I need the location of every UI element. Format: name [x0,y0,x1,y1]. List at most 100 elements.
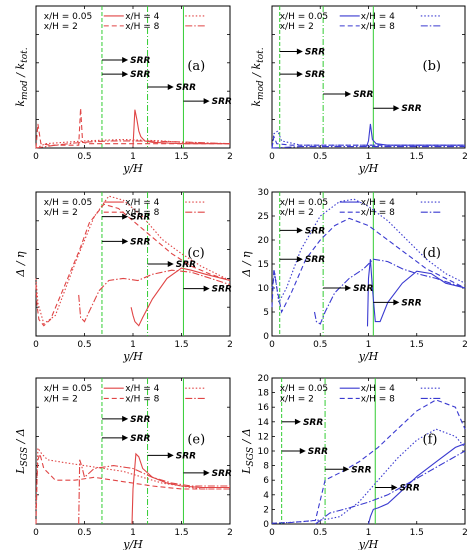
x-tick-label: 1 [366,528,372,538]
srr-arrow-head [296,227,303,234]
y-tick-label: 5 [263,308,269,318]
y-tick-label: 15 [258,260,269,270]
x-tick-label: 0.5 [77,340,91,350]
srr-arrow-head [393,299,400,306]
series-line [130,267,231,327]
x-tick-label: 1 [366,340,372,350]
srr-arrow-head [393,105,400,112]
srr-label: SRR [303,418,323,428]
srr-arrow-head [203,98,210,105]
y-label-part: L [14,466,27,474]
legend-entry: x/H = 8 [125,22,159,32]
y-label-subscript: SGS [20,447,30,467]
legend-entry: x/H = 4 [361,198,395,208]
x-tick-label: 2 [227,528,233,538]
x-tick-label: 0 [269,152,275,162]
y-label-part: Δ / η [240,251,253,278]
srr-label: SRR [212,285,232,295]
panel-label: (c) [187,246,204,261]
srr-label: SRR [305,226,325,236]
srr-label: SRR [305,47,325,57]
y-tick-label: 25 [258,212,269,222]
panel-label: (b) [423,59,441,74]
srr-arrow-head [345,285,352,291]
y-label-part: / Δ [14,428,27,447]
y-axis-label: Δ / η [240,251,253,278]
y-label-part: / k [250,63,263,81]
series-line [315,450,466,525]
y-label-subscript: tot. [20,47,30,63]
srr-label: SRR [130,70,150,80]
srr-arrow-head [345,91,352,98]
panel-label: (d) [423,246,441,261]
srr-arrow-head [122,71,129,78]
x-tick-label: 1.5 [174,528,188,538]
srr-arrow-head [167,261,174,267]
y-tick-label: 0 [263,520,269,530]
srr-label: SRR [130,434,150,444]
panel-label: (f) [423,433,438,448]
x-tick-label: 0 [33,152,39,162]
srr-label: SRR [176,260,196,270]
srr-arrow-head [294,418,301,425]
x-tick-label: 0.5 [77,528,91,538]
srr-arrow-head [296,71,303,78]
x-tick-label: 0.5 [77,152,91,162]
x-tick-label: 2 [227,152,233,162]
srr-arrow-head [122,56,129,63]
legend-entry: x/H = 4 [125,12,159,22]
srr-label: SRR [305,255,325,265]
series-line [35,108,230,149]
x-tick-label: 0.5 [313,528,327,538]
srr-label: SRR [353,284,373,294]
y-axis-label: kmod / ktot. [250,47,266,106]
legend-entry: x/H = 0.05 [44,198,92,208]
srr-arrow-head [203,285,210,292]
series-line [35,195,231,325]
srr-arrow-head [122,415,129,422]
series-line [78,269,231,323]
x-tick-label: 0 [33,340,39,350]
y-tick-label: 20 [258,374,270,384]
legend-entry: x/H = 2 [280,22,314,32]
srr-label: SRR [212,469,232,479]
y-label-part: k [250,100,263,107]
legend-entry: x/H = 8 [125,208,159,218]
y-label-part: L [240,466,253,474]
series-line [366,259,466,327]
x-tick-label: 2 [462,528,468,538]
srr-label: SRR [176,451,196,461]
legend-entry: x/H = 2 [44,394,78,404]
y-tick-label: 16 [258,403,270,413]
series-line [35,203,231,327]
y-tick-label: 6 [263,476,269,486]
x-tick-label: 0.5 [313,340,327,350]
y-label-part: Δ / η [14,251,27,278]
srr-arrow-head [391,484,398,491]
srr-label: SRR [130,415,150,425]
srr-label: SRR [401,298,421,308]
series-line [367,443,466,525]
srr-label: SRR [351,465,371,475]
legend-entry: x/H = 8 [361,394,395,404]
series-line [271,146,465,149]
series-line [271,130,465,149]
x-tick-label: 1.5 [174,340,188,350]
y-label-subscript: SGS [246,447,256,467]
srr-label: SRR [130,213,150,223]
series-line [271,198,466,305]
legend-entry: x/H = 4 [125,384,159,394]
srr-label: SRR [401,104,421,114]
x-tick-label: 2 [462,340,468,350]
x-tick-label: 0 [269,340,275,350]
x-tick-label: 1 [130,152,136,162]
y-tick-label: 30 [258,188,270,198]
series-line [35,138,231,149]
srr-arrow-head [343,466,350,473]
srr-arrow-head [299,448,306,454]
y-label-subscript: tot. [256,47,266,63]
x-tick-label: 2 [227,340,233,350]
